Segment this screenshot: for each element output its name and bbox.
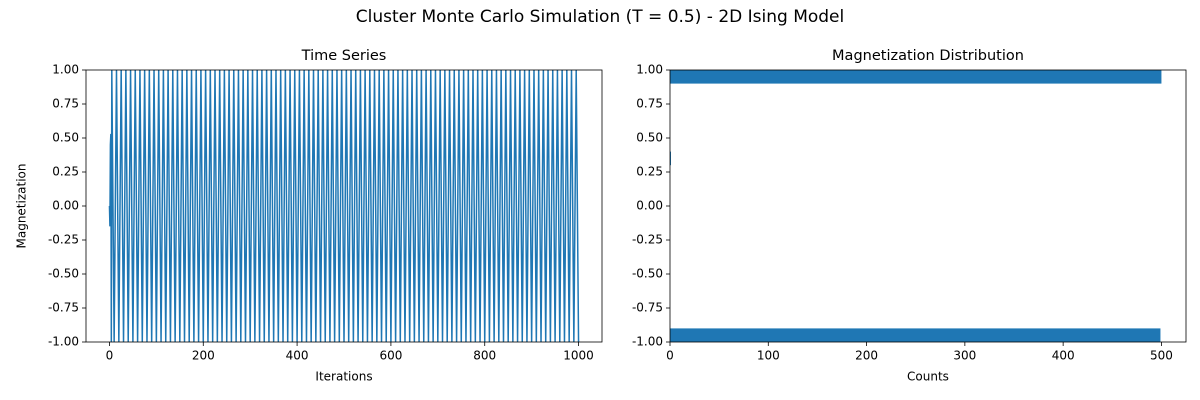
hist-bar: [670, 151, 671, 166]
y-tick-label: -0.50: [48, 267, 79, 281]
x-tick-label: 300: [953, 349, 976, 363]
y-tick-label: -0.50: [632, 267, 663, 281]
x-tick-label: 400: [1052, 349, 1075, 363]
y-tick-label: 0.75: [636, 97, 663, 111]
x-tick-label: 400: [286, 349, 309, 363]
x-axis-label: Iterations: [315, 370, 372, 384]
y-tick-label: 0.25: [636, 165, 663, 179]
x-tick-label: 600: [379, 349, 402, 363]
y-tick-label: 0.25: [52, 165, 79, 179]
y-axis-label: Magnetization: [15, 164, 29, 249]
x-tick-label: 200: [192, 349, 215, 363]
hist-bar: [670, 70, 1162, 84]
axes-frame: [669, 69, 1187, 343]
x-tick-label: 100: [757, 349, 780, 363]
figure-title: Cluster Monte Carlo Simulation (T = 0.5)…: [356, 7, 844, 27]
series-line: [108, 70, 580, 342]
x-tick-label: 800: [473, 349, 496, 363]
y-tick-label: -1.00: [632, 335, 663, 349]
x-tick-label: 500: [1150, 349, 1173, 363]
hist-bar: [670, 328, 1161, 342]
x-tick-label: 0: [106, 349, 114, 363]
x-tick-label: 0: [666, 349, 674, 363]
x-axis-label: Counts: [907, 370, 949, 384]
x-tick-label: 1000: [563, 349, 594, 363]
axes-title: Magnetization Distribution: [832, 48, 1024, 64]
y-tick-label: 0.50: [636, 131, 663, 145]
y-tick-label: 0.00: [636, 199, 663, 213]
axes-title: Time Series: [301, 48, 387, 64]
x-tick-label: 200: [855, 349, 878, 363]
y-tick-label: -0.25: [632, 233, 663, 247]
y-tick-label: -1.00: [48, 335, 79, 349]
y-tick-label: -0.75: [48, 301, 79, 315]
y-tick-label: 0.75: [52, 97, 79, 111]
y-tick-label: -0.25: [48, 233, 79, 247]
y-tick-label: 1.00: [52, 63, 79, 77]
y-tick-label: 0.50: [52, 131, 79, 145]
y-tick-label: 0.00: [52, 199, 79, 213]
y-tick-label: -0.75: [632, 301, 663, 315]
y-tick-label: 1.00: [636, 63, 663, 77]
